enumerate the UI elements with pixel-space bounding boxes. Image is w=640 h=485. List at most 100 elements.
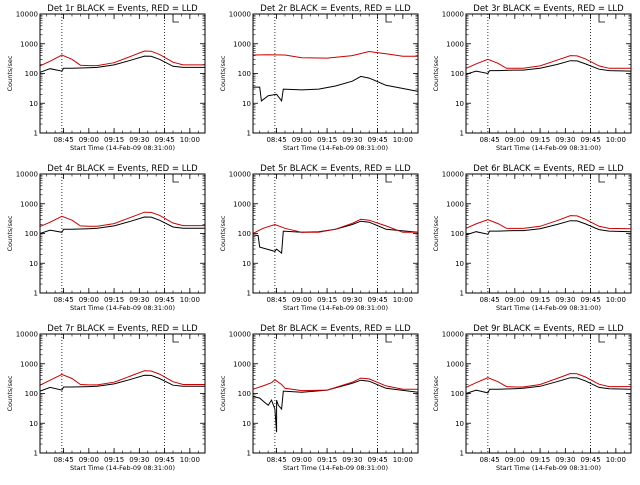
x-tick-label: 10:00 <box>180 296 200 304</box>
x-tick-label: 08:45 <box>266 456 286 464</box>
series-line-events <box>465 60 632 75</box>
x-tick-label: 09:45 <box>580 456 600 464</box>
x-tick-label: 09:15 <box>530 296 550 304</box>
x-tick-label: 09:30 <box>129 296 149 304</box>
y-tick-label: 10000 <box>442 11 464 19</box>
y-tick-label: 100 <box>451 390 464 398</box>
x-tick-label: 09:45 <box>580 136 600 144</box>
detector-panel-9: Det 9r BLACK = Events, RED = LLD 1 10 100 10… <box>432 324 632 472</box>
x-tick-label: 09:45 <box>580 296 600 304</box>
series-line-events <box>39 55 205 73</box>
y-axis-label: Counts/sec <box>219 55 227 91</box>
detector-panel-8: Det 8r BLACK = Events, RED = LLD 1 10 100 10… <box>219 324 419 472</box>
x-tick-label: 09:30 <box>342 456 362 464</box>
y-tick-label: 10000 <box>229 171 251 179</box>
x-tick-label: 10:00 <box>606 296 626 304</box>
y-tick-label: 1000 <box>233 40 251 48</box>
x-tick-label: 08:45 <box>53 136 73 144</box>
detector-panel-5: Det 5r BLACK = Events, RED = LLD 1 10 100 10… <box>219 164 419 312</box>
y-tick-label: 10000 <box>229 11 251 19</box>
x-tick-label: 09:30 <box>342 136 362 144</box>
detector-panel-1: Det 1r BLACK = Events, RED = LLD 1 10 100 10… <box>6 4 206 152</box>
y-tick-label: 10000 <box>442 331 464 339</box>
y-tick-label: 100 <box>238 230 251 238</box>
y-tick-label: 10 <box>29 420 38 428</box>
detector-panel-3: Det 3r BLACK = Events, RED = LLD 1 10 100 10… <box>432 4 632 152</box>
y-axis-label: Counts/sec <box>219 215 227 251</box>
y-tick-label: 10000 <box>229 331 251 339</box>
x-tick-label: 09:15 <box>317 296 337 304</box>
interval-bracket <box>172 174 180 183</box>
y-tick-label: 1 <box>247 130 251 138</box>
y-tick-label: 10000 <box>442 171 464 179</box>
x-tick-label: 09:00 <box>292 136 312 144</box>
series-line-lld <box>252 218 418 234</box>
y-axis-label: Counts/sec <box>6 375 14 411</box>
y-tick-label: 1 <box>247 290 251 298</box>
chart-title: Det 9r BLACK = Events, RED = LLD <box>473 324 624 334</box>
x-tick-label: 09:15 <box>104 456 124 464</box>
interval-bracket <box>385 334 393 343</box>
x-tick-label: 09:30 <box>555 456 575 464</box>
x-tick-label: 09:30 <box>129 456 149 464</box>
y-tick-label: 1 <box>34 290 38 298</box>
interval-bracket <box>598 334 606 343</box>
y-tick-label: 1000 <box>20 200 38 208</box>
plot-frame <box>465 333 632 454</box>
chart-title: Det 4r BLACK = Events, RED = LLD <box>47 164 198 174</box>
y-axis-label: Counts/sec <box>6 215 14 251</box>
y-axis-label: Counts/sec <box>432 375 440 411</box>
y-tick-label: 1 <box>247 450 251 458</box>
x-axis-label: Start Time (14-Feb-09 08:31:00) <box>283 304 388 312</box>
series-line-events <box>465 220 632 236</box>
x-tick-label: 08:45 <box>479 136 499 144</box>
y-tick-label: 10 <box>29 260 38 268</box>
x-axis-label: Start Time (14-Feb-09 08:31:00) <box>70 304 175 312</box>
y-tick-label: 10 <box>455 260 464 268</box>
interval-bracket <box>385 14 393 23</box>
x-tick-label: 09:45 <box>367 456 387 464</box>
y-axis-label: Counts/sec <box>6 55 14 91</box>
detector-panel-6: Det 6r BLACK = Events, RED = LLD 1 10 100 10… <box>432 164 632 312</box>
interval-bracket <box>385 174 393 183</box>
interval-bracket <box>598 14 606 23</box>
plot-frame <box>465 173 632 294</box>
y-tick-label: 100 <box>451 230 464 238</box>
x-tick-label: 09:45 <box>367 296 387 304</box>
y-tick-label: 100 <box>238 390 251 398</box>
x-axis-label: Start Time (14-Feb-09 08:31:00) <box>496 304 601 312</box>
interval-bracket <box>172 334 180 343</box>
plot-frame <box>252 173 419 294</box>
series-line-lld <box>465 372 631 388</box>
y-tick-label: 100 <box>25 70 38 78</box>
y-tick-label: 1000 <box>446 360 464 368</box>
y-tick-label: 1 <box>460 450 464 458</box>
chart-title: Det 8r BLACK = Events, RED = LLD <box>260 324 411 334</box>
y-axis-label: Counts/sec <box>432 55 440 91</box>
x-tick-label: 08:45 <box>266 296 286 304</box>
x-axis-label: Start Time (14-Feb-09 08:31:00) <box>283 464 388 472</box>
y-tick-label: 10000 <box>16 11 38 19</box>
x-tick-label: 10:00 <box>393 296 413 304</box>
x-tick-label: 09:45 <box>154 456 174 464</box>
x-tick-label: 09:30 <box>342 296 362 304</box>
x-tick-label: 09:15 <box>530 456 550 464</box>
y-tick-label: 1000 <box>233 200 251 208</box>
x-tick-label: 10:00 <box>393 136 413 144</box>
y-tick-label: 1 <box>34 130 38 138</box>
series-line-lld <box>465 215 632 230</box>
x-tick-label: 09:30 <box>129 136 149 144</box>
series-line-events <box>465 377 632 394</box>
y-tick-label: 10 <box>242 100 251 108</box>
y-tick-label: 1000 <box>446 200 464 208</box>
x-axis-label: Start Time (14-Feb-09 08:31:00) <box>496 144 601 152</box>
x-tick-label: 10:00 <box>393 456 413 464</box>
y-tick-label: 100 <box>238 70 251 78</box>
x-tick-label: 09:30 <box>555 136 575 144</box>
x-tick-label: 09:15 <box>317 456 337 464</box>
y-tick-label: 10 <box>242 420 251 428</box>
y-tick-label: 1000 <box>20 40 38 48</box>
y-tick-label: 10 <box>29 100 38 108</box>
chart-title: Det 5r BLACK = Events, RED = LLD <box>260 164 411 174</box>
